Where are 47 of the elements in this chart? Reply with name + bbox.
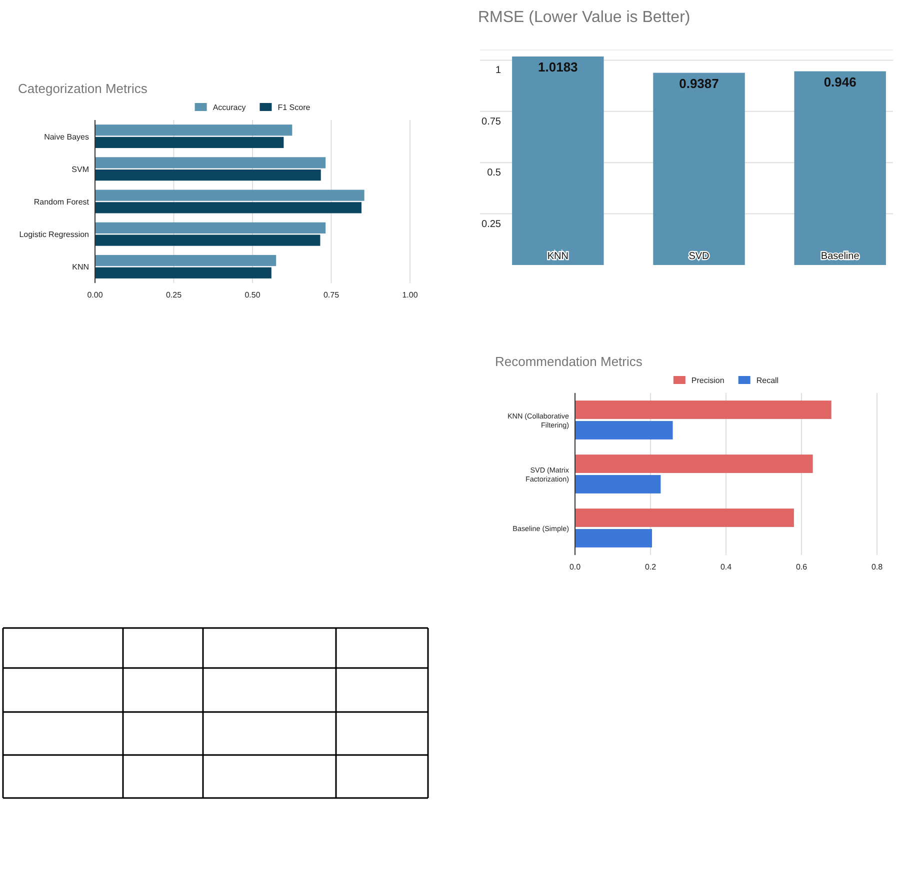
bar (575, 454, 813, 473)
x-tick-label: 0.2 (644, 562, 657, 572)
data-label: 0.9387 (679, 76, 719, 91)
bar (95, 254, 276, 266)
bar (95, 136, 284, 148)
y-tick-label: KNN (72, 262, 90, 272)
x-tick-label: 0.75 (323, 290, 340, 300)
legend-label: Recall (756, 376, 779, 385)
bar (95, 124, 292, 136)
legend-label: F1 Score (278, 103, 311, 112)
bar (575, 475, 661, 494)
bar (95, 202, 362, 214)
legend-label: Precision (691, 376, 724, 385)
chart-title: Recommendation Metrics (495, 354, 643, 369)
x-tick-label: 1.00 (402, 290, 418, 300)
y-tick-label: 0.75 (482, 116, 502, 128)
bar (575, 508, 794, 527)
x-tick-label: 0.6 (796, 562, 808, 572)
x-tick-label: 0.4 (720, 562, 732, 572)
y-tick-label: 0.5 (487, 168, 502, 179)
y-tick-label: 0.25 (482, 218, 502, 230)
x-tick-label: 0.8 (871, 562, 884, 572)
bar (575, 529, 652, 548)
x-tick-label: Baseline (820, 251, 860, 262)
chart-title: Categorization Metrics (18, 81, 148, 96)
x-tick-label: 0.50 (244, 290, 261, 300)
x-tick-label: 0.00 (87, 290, 104, 300)
y-tick-label: Random Forest (34, 198, 90, 206)
chart-title: RMSE (Lower Value is Better) (478, 9, 690, 26)
bar (95, 234, 320, 246)
x-tick-label: 0.25 (166, 290, 182, 300)
bar (95, 267, 272, 278)
y-tick-label: SVM (72, 164, 90, 174)
x-tick-label: 0.0 (569, 562, 582, 572)
legend-label: Accuracy (212, 103, 246, 112)
bar (95, 157, 326, 168)
data-label: 0.946 (824, 74, 856, 90)
y-tick-label: Logistic Regression (19, 230, 89, 240)
bar (575, 400, 832, 419)
y-tick-label: 1 (495, 65, 502, 76)
y-tick-label: Naive Bayes (44, 132, 89, 142)
data-label: 1.0183 (538, 59, 578, 74)
bar (575, 421, 673, 440)
bar (95, 190, 364, 201)
bar (95, 170, 321, 181)
bar (95, 222, 326, 234)
x-tick-label: SVD (688, 251, 710, 262)
